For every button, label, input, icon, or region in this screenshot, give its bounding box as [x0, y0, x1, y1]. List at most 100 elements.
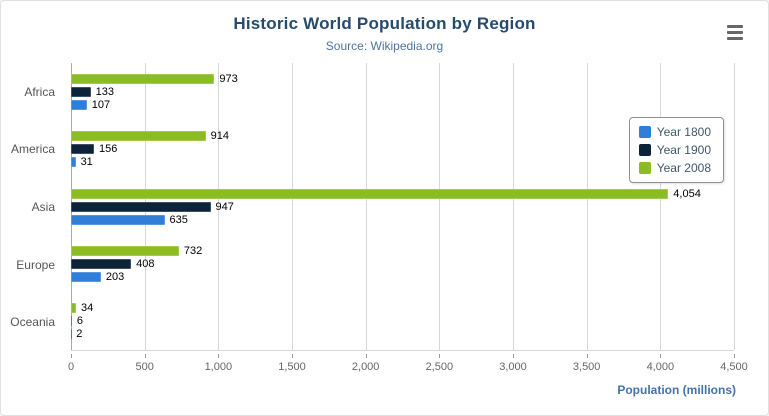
category-label: Europe — [16, 257, 55, 272]
bar — [71, 73, 215, 84]
bar-value-label: 107 — [91, 98, 111, 111]
bar-value-label: 635 — [169, 213, 188, 226]
hamburger-bar — [727, 24, 743, 28]
bar — [71, 245, 179, 256]
bar — [71, 258, 132, 269]
gridline — [660, 63, 662, 350]
gridline — [292, 63, 293, 350]
hamburger-bar — [727, 36, 743, 40]
gridline — [734, 63, 735, 350]
bar-value-label: 947 — [215, 200, 234, 213]
legend-label: Year 2008 — [656, 161, 711, 175]
category-row: 4,054 947 635 — [71, 178, 734, 235]
tick-label: 2,000 — [351, 361, 380, 373]
bar — [71, 201, 211, 212]
bar-value-label: 732 — [183, 244, 203, 257]
legend-symbol — [638, 162, 651, 174]
bar-line: 34 — [71, 302, 734, 315]
bar — [71, 99, 87, 110]
tick-mark — [734, 354, 735, 358]
bar-value-label: 31 — [80, 156, 93, 169]
bar — [71, 214, 165, 225]
legend: Year 1800 Year 1900 Year 2008 — [628, 117, 724, 183]
bar-value-label: 6 — [76, 315, 83, 328]
bar-value-label: 2 — [76, 328, 83, 341]
tick-mark — [513, 354, 514, 358]
chart-subtitle: Source: Wikipedia.org — [325, 39, 444, 53]
bar-line: 133 — [71, 85, 734, 98]
bar-line: 4,054 — [71, 187, 734, 200]
gridline — [513, 63, 514, 350]
legend-label: Year 1800 — [656, 125, 711, 139]
tick-mark — [144, 354, 146, 358]
tick-label: 500 — [135, 361, 154, 373]
tick-mark — [292, 354, 293, 358]
value-axis: 0 500 1,000 1,500 2,000 2,500 3,000 3,500 4,000 4… — [67, 354, 748, 376]
tick-label: 1,500 — [278, 361, 306, 373]
tick-mark — [586, 354, 588, 358]
gridline — [439, 63, 441, 350]
bar — [71, 157, 76, 168]
tick-mark — [660, 354, 662, 358]
value-axis-title: Population (millions) — [617, 383, 736, 397]
tick-label: 1,000 — [204, 361, 233, 373]
tick-label: 3,000 — [499, 361, 527, 373]
tick-label: 3,500 — [572, 361, 601, 373]
tick-mark — [439, 354, 441, 358]
bar — [71, 144, 94, 155]
bar-line: 6 — [71, 315, 734, 328]
tick-mark — [218, 354, 220, 358]
gridline — [586, 63, 588, 350]
hamburger-bar — [727, 30, 743, 34]
category-row: 914 156 31 — [71, 120, 734, 177]
bar-value-label: 408 — [136, 257, 155, 270]
category-label: Oceania — [10, 315, 55, 330]
bar — [71, 86, 91, 97]
bar-line: 914 — [71, 130, 734, 143]
bar-line: 2 — [71, 328, 734, 341]
tick-label: 2,500 — [425, 361, 454, 373]
bar — [71, 188, 669, 199]
legend-item[interactable]: Year 2008 — [638, 161, 711, 175]
legend-label: Year 1900 — [656, 143, 711, 157]
hamburger-menu-icon[interactable] — [722, 21, 748, 43]
bar — [71, 271, 101, 282]
bars-layer: 973 133 107 914 156 31 4,054 947 635 732 408 203 34 6… — [71, 63, 734, 350]
bar-line: 635 — [71, 213, 734, 226]
bar-value-label: 203 — [105, 270, 125, 283]
gridline — [365, 63, 367, 350]
legend-symbol — [638, 126, 651, 138]
bar-line: 732 — [71, 244, 734, 257]
bar-line: 408 — [71, 257, 734, 270]
bar-value-label: 156 — [98, 143, 118, 156]
bar-line: 947 — [71, 200, 734, 213]
category-label: America — [10, 142, 55, 157]
bar-value-label: 133 — [95, 85, 114, 98]
bar — [71, 316, 72, 327]
chart-header: Historic World Population by Region Sour… — [1, 1, 768, 53]
bar-value-label: 34 — [81, 302, 94, 315]
legend-item[interactable]: Year 1900 — [638, 143, 711, 157]
bar — [71, 303, 76, 314]
bar-value-label: 973 — [219, 72, 238, 85]
category-label: Asia — [31, 199, 55, 214]
bar-value-label: 4,054 — [673, 187, 701, 200]
legend-item[interactable]: Year 1800 — [638, 125, 711, 139]
tick-label: 0 — [67, 361, 75, 373]
bar-line: 973 — [71, 72, 734, 85]
bar-line: 31 — [71, 156, 734, 169]
chart-title: Historic World Population by Region — [233, 14, 536, 33]
plot-area: 973 133 107 914 156 31 4,054 947 635 732 408 203 34 6… — [71, 63, 735, 351]
category-row: 973 133 107 — [71, 63, 734, 120]
bar-value-label: 914 — [210, 130, 230, 143]
bar — [71, 131, 206, 142]
tick-label: 4,000 — [646, 361, 675, 373]
category-row: 34 6 2 — [71, 293, 734, 350]
bar-line: 107 — [71, 98, 734, 111]
bar-line: 156 — [71, 143, 734, 156]
tick-mark — [365, 354, 367, 358]
category-row: 732 408 203 — [71, 235, 734, 292]
tick-label: 4,500 — [720, 361, 748, 373]
gridline — [218, 63, 220, 350]
